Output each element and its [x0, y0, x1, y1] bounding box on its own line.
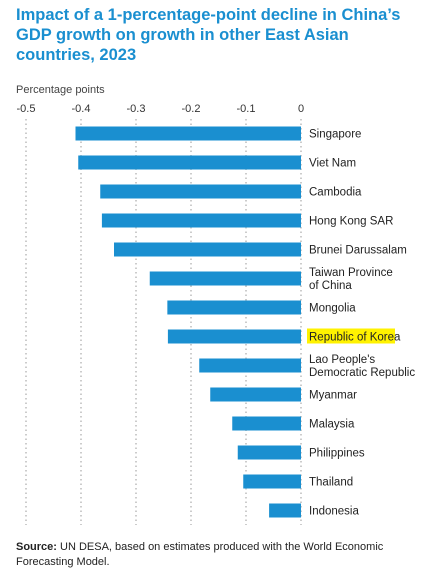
category-label: Indonesia [309, 506, 359, 518]
bar [243, 474, 301, 489]
source-note: Source: UN DESA, based on estimates prod… [16, 540, 416, 570]
bar [101, 213, 302, 228]
category-label: Brunei Darussalam [309, 245, 407, 257]
category-label: Taiwan Province of China [309, 267, 393, 292]
bar [237, 445, 301, 460]
category-label: Lao People's Democratic Republic [309, 354, 415, 379]
x-tick-label: 0 [298, 103, 304, 115]
x-tick-label: -0.5 [17, 103, 36, 115]
bar [149, 271, 301, 286]
bar [100, 184, 301, 199]
category-label: Republic of Korea [309, 332, 401, 344]
source-label: Source: [16, 541, 57, 553]
x-tick-label: -0.1 [237, 103, 256, 115]
bar [167, 329, 301, 344]
category-label: Singapore [309, 129, 361, 141]
x-tick-label: -0.4 [72, 103, 91, 115]
bar [232, 416, 301, 431]
chart-title: Impact of a 1-percentage-point decline i… [16, 6, 401, 64]
x-tick-label: -0.3 [127, 103, 146, 115]
bar [167, 300, 301, 315]
category-label: Thailand [309, 477, 353, 489]
bar [75, 126, 301, 141]
category-label: Cambodia [309, 187, 362, 199]
category-highlight [307, 328, 395, 344]
bar [199, 358, 301, 373]
category-label: Hong Kong SAR [309, 216, 393, 228]
bar [114, 242, 301, 257]
category-label: Philippines [309, 448, 365, 460]
category-label: Malaysia [309, 419, 355, 431]
x-axis-label: Percentage points [16, 84, 105, 96]
bar [78, 155, 301, 170]
category-label: Myanmar [309, 390, 357, 402]
source-text: UN DESA, based on estimates produced wit… [16, 541, 384, 568]
bar [269, 503, 301, 518]
x-tick-label: -0.2 [182, 103, 201, 115]
category-label: Mongolia [309, 303, 356, 315]
category-label: Viet Nam [309, 158, 356, 170]
bar [210, 387, 301, 402]
